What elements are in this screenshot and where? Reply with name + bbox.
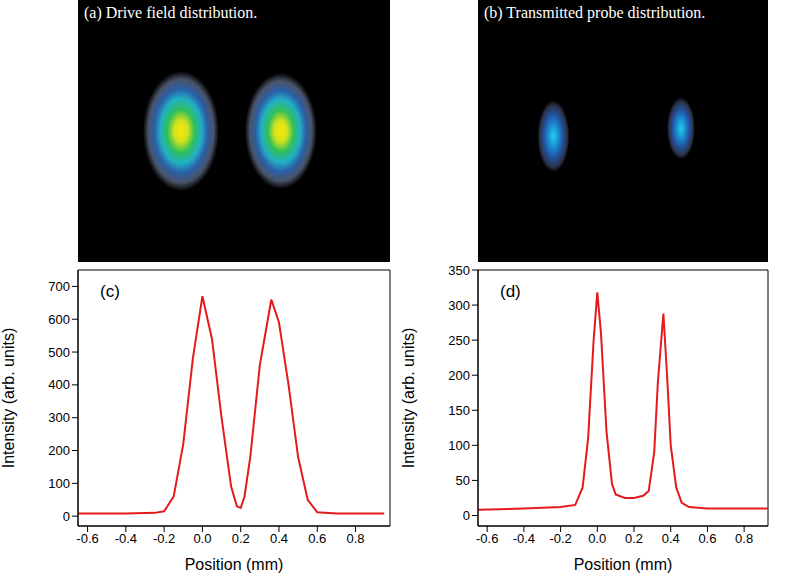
svg-text:Intensity (arb. units): Intensity (arb. units) (0, 328, 17, 469)
svg-text:0.2: 0.2 (232, 531, 250, 546)
html-text:(a) Drive field distribution.: (a) Drive field distribution. (84, 4, 258, 21)
svg-text:0.4: 0.4 (270, 531, 288, 546)
svg-text:0.2: 0.2 (625, 531, 643, 546)
html-text:(b) Transmitted probe distribu: (b) Transmitted probe distribution. (484, 4, 706, 21)
svg-text:150: 150 (448, 403, 470, 418)
svg-text:0.0: 0.0 (588, 531, 606, 546)
svg-text:400: 400 (48, 377, 70, 392)
svg-text:300: 300 (448, 298, 470, 313)
svg-text:Position (mm): Position (mm) (574, 556, 673, 573)
svg-text:-0.6: -0.6 (76, 531, 98, 546)
svg-text:-0.2: -0.2 (549, 531, 571, 546)
svg-text:50: 50 (456, 473, 470, 488)
svg-text:300: 300 (48, 410, 70, 425)
svg-text:0: 0 (63, 509, 70, 524)
svg-text:0.0: 0.0 (193, 531, 211, 546)
svg-text:100: 100 (448, 438, 470, 453)
svg-text:0.6: 0.6 (308, 531, 326, 546)
svg-text:200: 200 (448, 368, 470, 383)
svg-text:250: 250 (448, 333, 470, 348)
svg-text:0.8: 0.8 (347, 531, 365, 546)
svg-text:0.8: 0.8 (735, 531, 753, 546)
svg-text:Position (mm): Position (mm) (185, 556, 284, 573)
svg-text:-0.2: -0.2 (153, 531, 175, 546)
svg-text:Intensity (arb. units): Intensity (arb. units) (400, 328, 417, 469)
svg-text:-0.6: -0.6 (476, 531, 498, 546)
svg-text:500: 500 (48, 345, 70, 360)
svg-text:100: 100 (48, 476, 70, 491)
svg-text:0.4: 0.4 (662, 531, 680, 546)
html-text:(d): (d) (500, 282, 521, 301)
svg-text:200: 200 (48, 443, 70, 458)
svg-text:-0.4: -0.4 (115, 531, 137, 546)
svg-text:-0.4: -0.4 (513, 531, 535, 546)
svg-text:350: 350 (448, 263, 470, 278)
svg-text:0.6: 0.6 (698, 531, 716, 546)
svg-text:700: 700 (48, 279, 70, 294)
svg-text:600: 600 (48, 312, 70, 327)
svg-text:0: 0 (463, 508, 470, 523)
html-text:(c): (c) (100, 282, 120, 301)
